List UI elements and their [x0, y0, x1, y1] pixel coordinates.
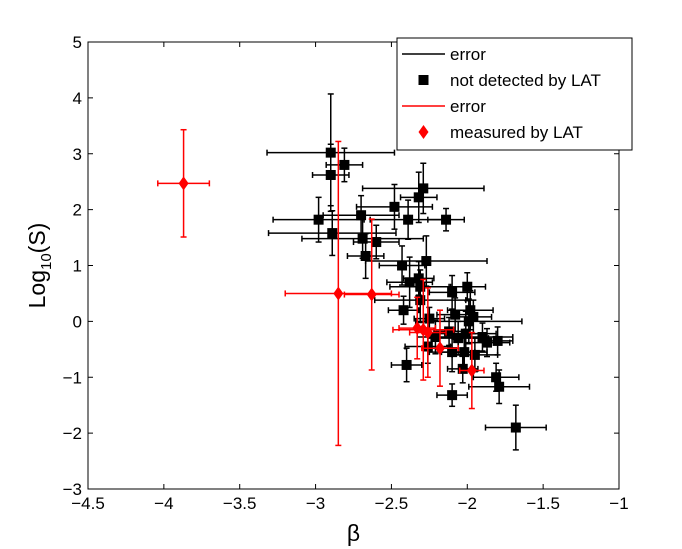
data-point-square	[397, 260, 408, 271]
legend: error not detected by LAT error measured by…	[396, 37, 633, 151]
x-tick-label: −3	[306, 494, 325, 513]
data-point-square	[459, 347, 470, 358]
data-point-square	[441, 214, 452, 225]
data-point-square	[444, 326, 455, 337]
y-tick-label: 5	[73, 33, 82, 52]
data-point-diamond	[333, 286, 344, 301]
data-point-square	[413, 192, 424, 203]
data-point-square	[415, 295, 426, 306]
data-point-square	[371, 237, 382, 248]
data-point-square	[389, 201, 400, 212]
data-point-square	[327, 228, 338, 239]
data-point-square	[447, 287, 458, 298]
data-point-square	[339, 159, 350, 170]
x-tick-label: −4.5	[71, 494, 105, 513]
data-point-square	[418, 183, 429, 194]
data-point-square	[357, 233, 368, 244]
axes-layer: −4.5 −4 −3.5 −3 −2.5 −2 −1.5 −1 −3 −2 −1 0 1 2 3 4 5	[63, 33, 629, 513]
data-point-square	[453, 333, 464, 344]
data-point-square	[360, 251, 371, 262]
x-axis-label: β	[347, 520, 360, 546]
data-point-square	[447, 347, 458, 358]
legend-label: error	[450, 97, 486, 116]
data-point-diamond	[434, 341, 445, 356]
data-point-square	[415, 281, 426, 292]
data-point-square	[494, 381, 505, 392]
y-tick-label: 4	[73, 89, 82, 108]
data-point-square	[424, 313, 435, 324]
y-axis-label-main: Log	[24, 270, 50, 308]
data-point-square	[404, 277, 415, 288]
data-point-square	[465, 305, 476, 316]
legend-label: measured by LAT	[450, 123, 583, 142]
y-axis-label-subscript: 10	[38, 253, 55, 270]
y-axis-label-tail: (S)	[24, 223, 50, 254]
y-tick-label: 3	[73, 145, 82, 164]
data-point-square	[469, 349, 480, 360]
data-point-square	[482, 337, 493, 348]
data-point-square	[413, 273, 424, 284]
legend-diamond-swatch	[418, 125, 429, 139]
x-tick-label: −2.5	[375, 494, 409, 513]
data-point-square	[510, 422, 521, 433]
data-point-square	[403, 214, 414, 225]
data-point-square	[450, 309, 461, 320]
data-point-square	[325, 147, 336, 158]
x-tick-label: −3.5	[223, 494, 257, 513]
data-point-diamond	[178, 176, 189, 191]
legend-label: error	[450, 45, 486, 64]
data-point-square	[430, 332, 441, 343]
data-point-square	[447, 390, 458, 401]
y-tick-label: 2	[73, 201, 82, 220]
x-tick-label: −1.5	[526, 494, 560, 513]
data-point-square	[463, 316, 474, 327]
data-point-square	[477, 332, 488, 343]
measured-series	[157, 128, 485, 447]
y-tick-label: 0	[73, 312, 82, 331]
legend-square-swatch	[418, 75, 429, 85]
data-point-square	[462, 281, 473, 292]
legend-label: not detected by LAT	[450, 71, 601, 90]
data-point-square	[492, 335, 503, 346]
data-point-square	[398, 305, 409, 316]
data-point-square	[356, 210, 367, 221]
data-point-square	[491, 372, 502, 383]
legend-box	[396, 37, 633, 151]
data-point-diamond	[422, 325, 433, 340]
y-tick-label: −2	[63, 424, 82, 443]
data-point-square	[421, 256, 432, 267]
data-point-diamond	[466, 363, 477, 378]
data-point-diamond	[366, 287, 377, 302]
series-layer	[157, 93, 547, 451]
data-point-square	[460, 328, 471, 339]
data-point-square	[457, 363, 468, 374]
data-point-square	[325, 169, 336, 180]
x-tick-label: −1	[609, 494, 628, 513]
x-tick-label: −4	[154, 494, 173, 513]
y-tick-label: −1	[63, 368, 82, 387]
x-tick-label: −2	[458, 494, 477, 513]
y-tick-label: 1	[73, 257, 82, 276]
y-axis-label: Log10(S)	[24, 223, 55, 309]
y-tick-label: −3	[63, 480, 82, 499]
data-point-square	[401, 359, 412, 370]
data-point-square	[313, 214, 324, 225]
